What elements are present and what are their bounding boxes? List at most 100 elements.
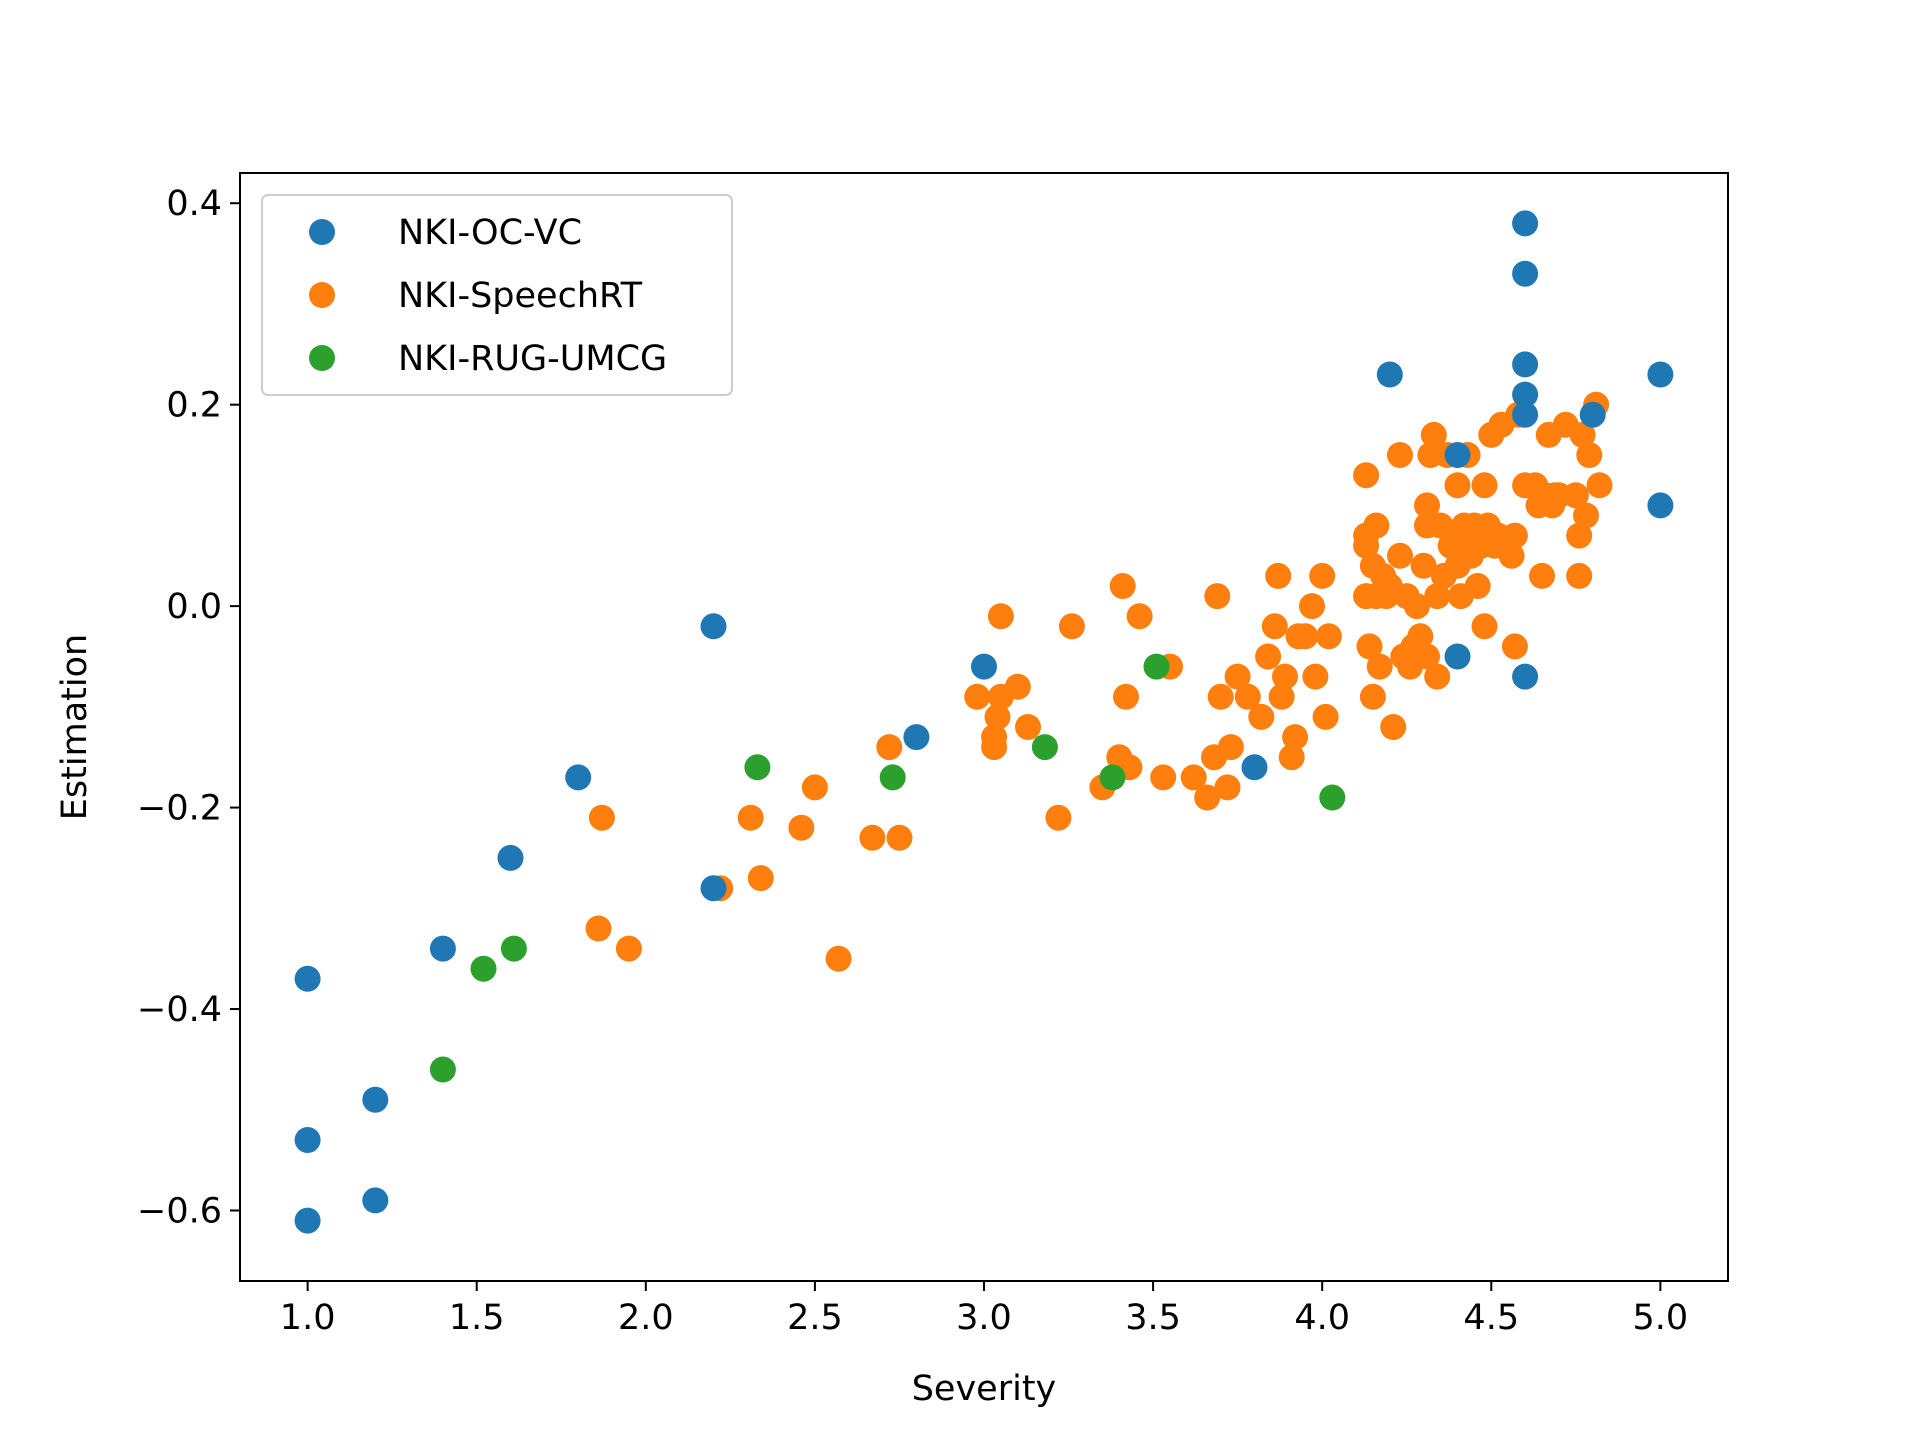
point-nki-speechrt xyxy=(1566,522,1593,549)
point-nki-speechrt xyxy=(987,603,1014,630)
point-nki-speechrt xyxy=(1501,522,1528,549)
point-nki-speechrt xyxy=(1113,683,1139,710)
y-tick-label: 0.2 xyxy=(166,386,222,426)
point-nki-oc-vc xyxy=(971,653,997,680)
point-nki-speechrt xyxy=(1004,673,1031,700)
legend-marker xyxy=(309,282,335,308)
point-nki-speechrt xyxy=(1015,714,1041,740)
x-tick-label: 4.0 xyxy=(1294,1298,1350,1338)
point-nki-speechrt xyxy=(1207,683,1234,710)
point-nki-speechrt xyxy=(1282,724,1309,751)
point-nki-speechrt xyxy=(825,945,852,972)
legend-label: NKI-RUG-UMCG xyxy=(398,339,667,379)
point-nki-oc-vc xyxy=(1444,643,1471,670)
point-nki-oc-vc xyxy=(1444,442,1471,468)
point-nki-speechrt xyxy=(1366,653,1393,680)
y-tick-label: −0.2 xyxy=(137,789,222,829)
legend-marker xyxy=(309,219,335,245)
point-nki-speechrt xyxy=(1292,623,1319,650)
point-nki-speechrt xyxy=(1424,663,1451,690)
point-nki-speechrt xyxy=(1255,643,1282,670)
point-nki-speechrt xyxy=(1058,613,1085,640)
point-nki-speechrt xyxy=(1407,623,1434,650)
point-nki-speechrt xyxy=(981,724,1008,751)
point-nki-oc-vc xyxy=(700,613,727,640)
point-nki-speechrt xyxy=(1414,492,1440,519)
point-nki-rug-umcg xyxy=(879,764,906,791)
point-nki-speechrt xyxy=(1414,643,1440,670)
x-tick-label: 1.0 xyxy=(280,1298,336,1338)
point-nki-speechrt xyxy=(1356,633,1383,660)
point-nki-speechrt xyxy=(984,703,1011,730)
point-nki-speechrt xyxy=(1299,593,1325,620)
point-nki-speechrt xyxy=(1261,613,1288,640)
y-tick-label: 0.0 xyxy=(166,587,222,627)
point-nki-speechrt xyxy=(1387,442,1413,468)
point-nki-oc-vc xyxy=(1512,351,1539,378)
point-nki-speechrt xyxy=(1315,623,1342,650)
point-nki-oc-vc xyxy=(1647,492,1674,519)
point-nki-speechrt xyxy=(615,935,642,962)
point-nki-speechrt xyxy=(1471,613,1498,640)
point-nki-speechrt xyxy=(1353,532,1380,559)
point-nki-speechrt xyxy=(1410,552,1437,579)
y-tick-label: −0.4 xyxy=(137,990,222,1030)
y-axis-ticks: −0.6 −0.4 −0.2 0.0 0.2 0.4 xyxy=(137,184,240,1231)
point-nki-speechrt xyxy=(1586,472,1613,499)
point-nki-oc-vc xyxy=(362,1086,389,1113)
legend-entries: NKI-OC-VC NKI-SpeechRT NKI-RUG-UMCG xyxy=(309,213,667,379)
point-nki-oc-vc xyxy=(903,724,930,751)
point-nki-speechrt xyxy=(1501,633,1528,660)
point-nki-oc-vc xyxy=(1647,361,1674,388)
x-axis-label: Severity xyxy=(912,1369,1057,1409)
y-axis-label: Estimation xyxy=(55,634,95,820)
point-nki-speechrt xyxy=(1566,562,1593,589)
data-points xyxy=(294,210,1674,1234)
point-nki-oc-vc xyxy=(1241,754,1268,781)
point-nki-speechrt xyxy=(737,804,764,831)
point-nki-speechrt xyxy=(1126,603,1153,630)
point-nki-oc-vc xyxy=(294,1207,321,1234)
x-tick-label: 3.5 xyxy=(1125,1298,1181,1338)
point-nki-speechrt xyxy=(1471,472,1498,499)
point-nki-speechrt xyxy=(1248,703,1275,730)
point-nki-speechrt xyxy=(964,683,991,710)
point-nki-speechrt xyxy=(1498,542,1525,569)
point-nki-speechrt xyxy=(588,804,615,831)
point-nki-speechrt xyxy=(1150,764,1177,791)
point-nki-speechrt xyxy=(1312,703,1339,730)
point-nki-rug-umcg xyxy=(744,754,771,781)
point-nki-speechrt xyxy=(1569,421,1596,448)
legend: NKI-OC-VC NKI-SpeechRT NKI-RUG-UMCG xyxy=(261,194,733,396)
x-tick-label: 1.5 xyxy=(449,1298,505,1338)
legend-label: NKI-SpeechRT xyxy=(398,276,643,316)
point-nki-speechrt xyxy=(1529,562,1555,589)
point-nki-speechrt xyxy=(1573,502,1599,529)
point-nki-oc-vc xyxy=(1512,381,1539,408)
point-nki-speechrt xyxy=(801,774,828,801)
point-nki-speechrt xyxy=(1363,512,1390,539)
point-nki-oc-vc xyxy=(700,875,727,902)
point-nki-rug-umcg xyxy=(1319,784,1346,811)
point-nki-oc-vc xyxy=(362,1187,389,1214)
point-nki-oc-vc xyxy=(1512,401,1539,428)
point-nki-speechrt xyxy=(1464,573,1491,599)
point-nki-rug-umcg xyxy=(500,935,527,962)
x-tick-label: 2.0 xyxy=(618,1298,674,1338)
point-nki-speechrt xyxy=(1268,683,1295,710)
point-nki-speechrt xyxy=(876,734,903,761)
point-nki-rug-umcg xyxy=(1143,653,1170,680)
point-nki-speechrt xyxy=(859,824,886,851)
point-nki-speechrt xyxy=(1272,663,1298,690)
point-nki-speechrt xyxy=(1444,472,1471,499)
point-nki-speechrt xyxy=(1562,482,1589,509)
point-nki-speechrt xyxy=(1424,583,1451,610)
point-nki-speechrt xyxy=(1380,714,1407,740)
point-nki-oc-vc xyxy=(294,1127,321,1153)
point-nki-oc-vc xyxy=(294,965,321,992)
y-tick-label: −0.6 xyxy=(137,1191,222,1231)
point-nki-speechrt xyxy=(1309,562,1336,589)
x-tick-label: 4.5 xyxy=(1463,1298,1519,1338)
point-nki-speechrt xyxy=(1359,683,1386,710)
